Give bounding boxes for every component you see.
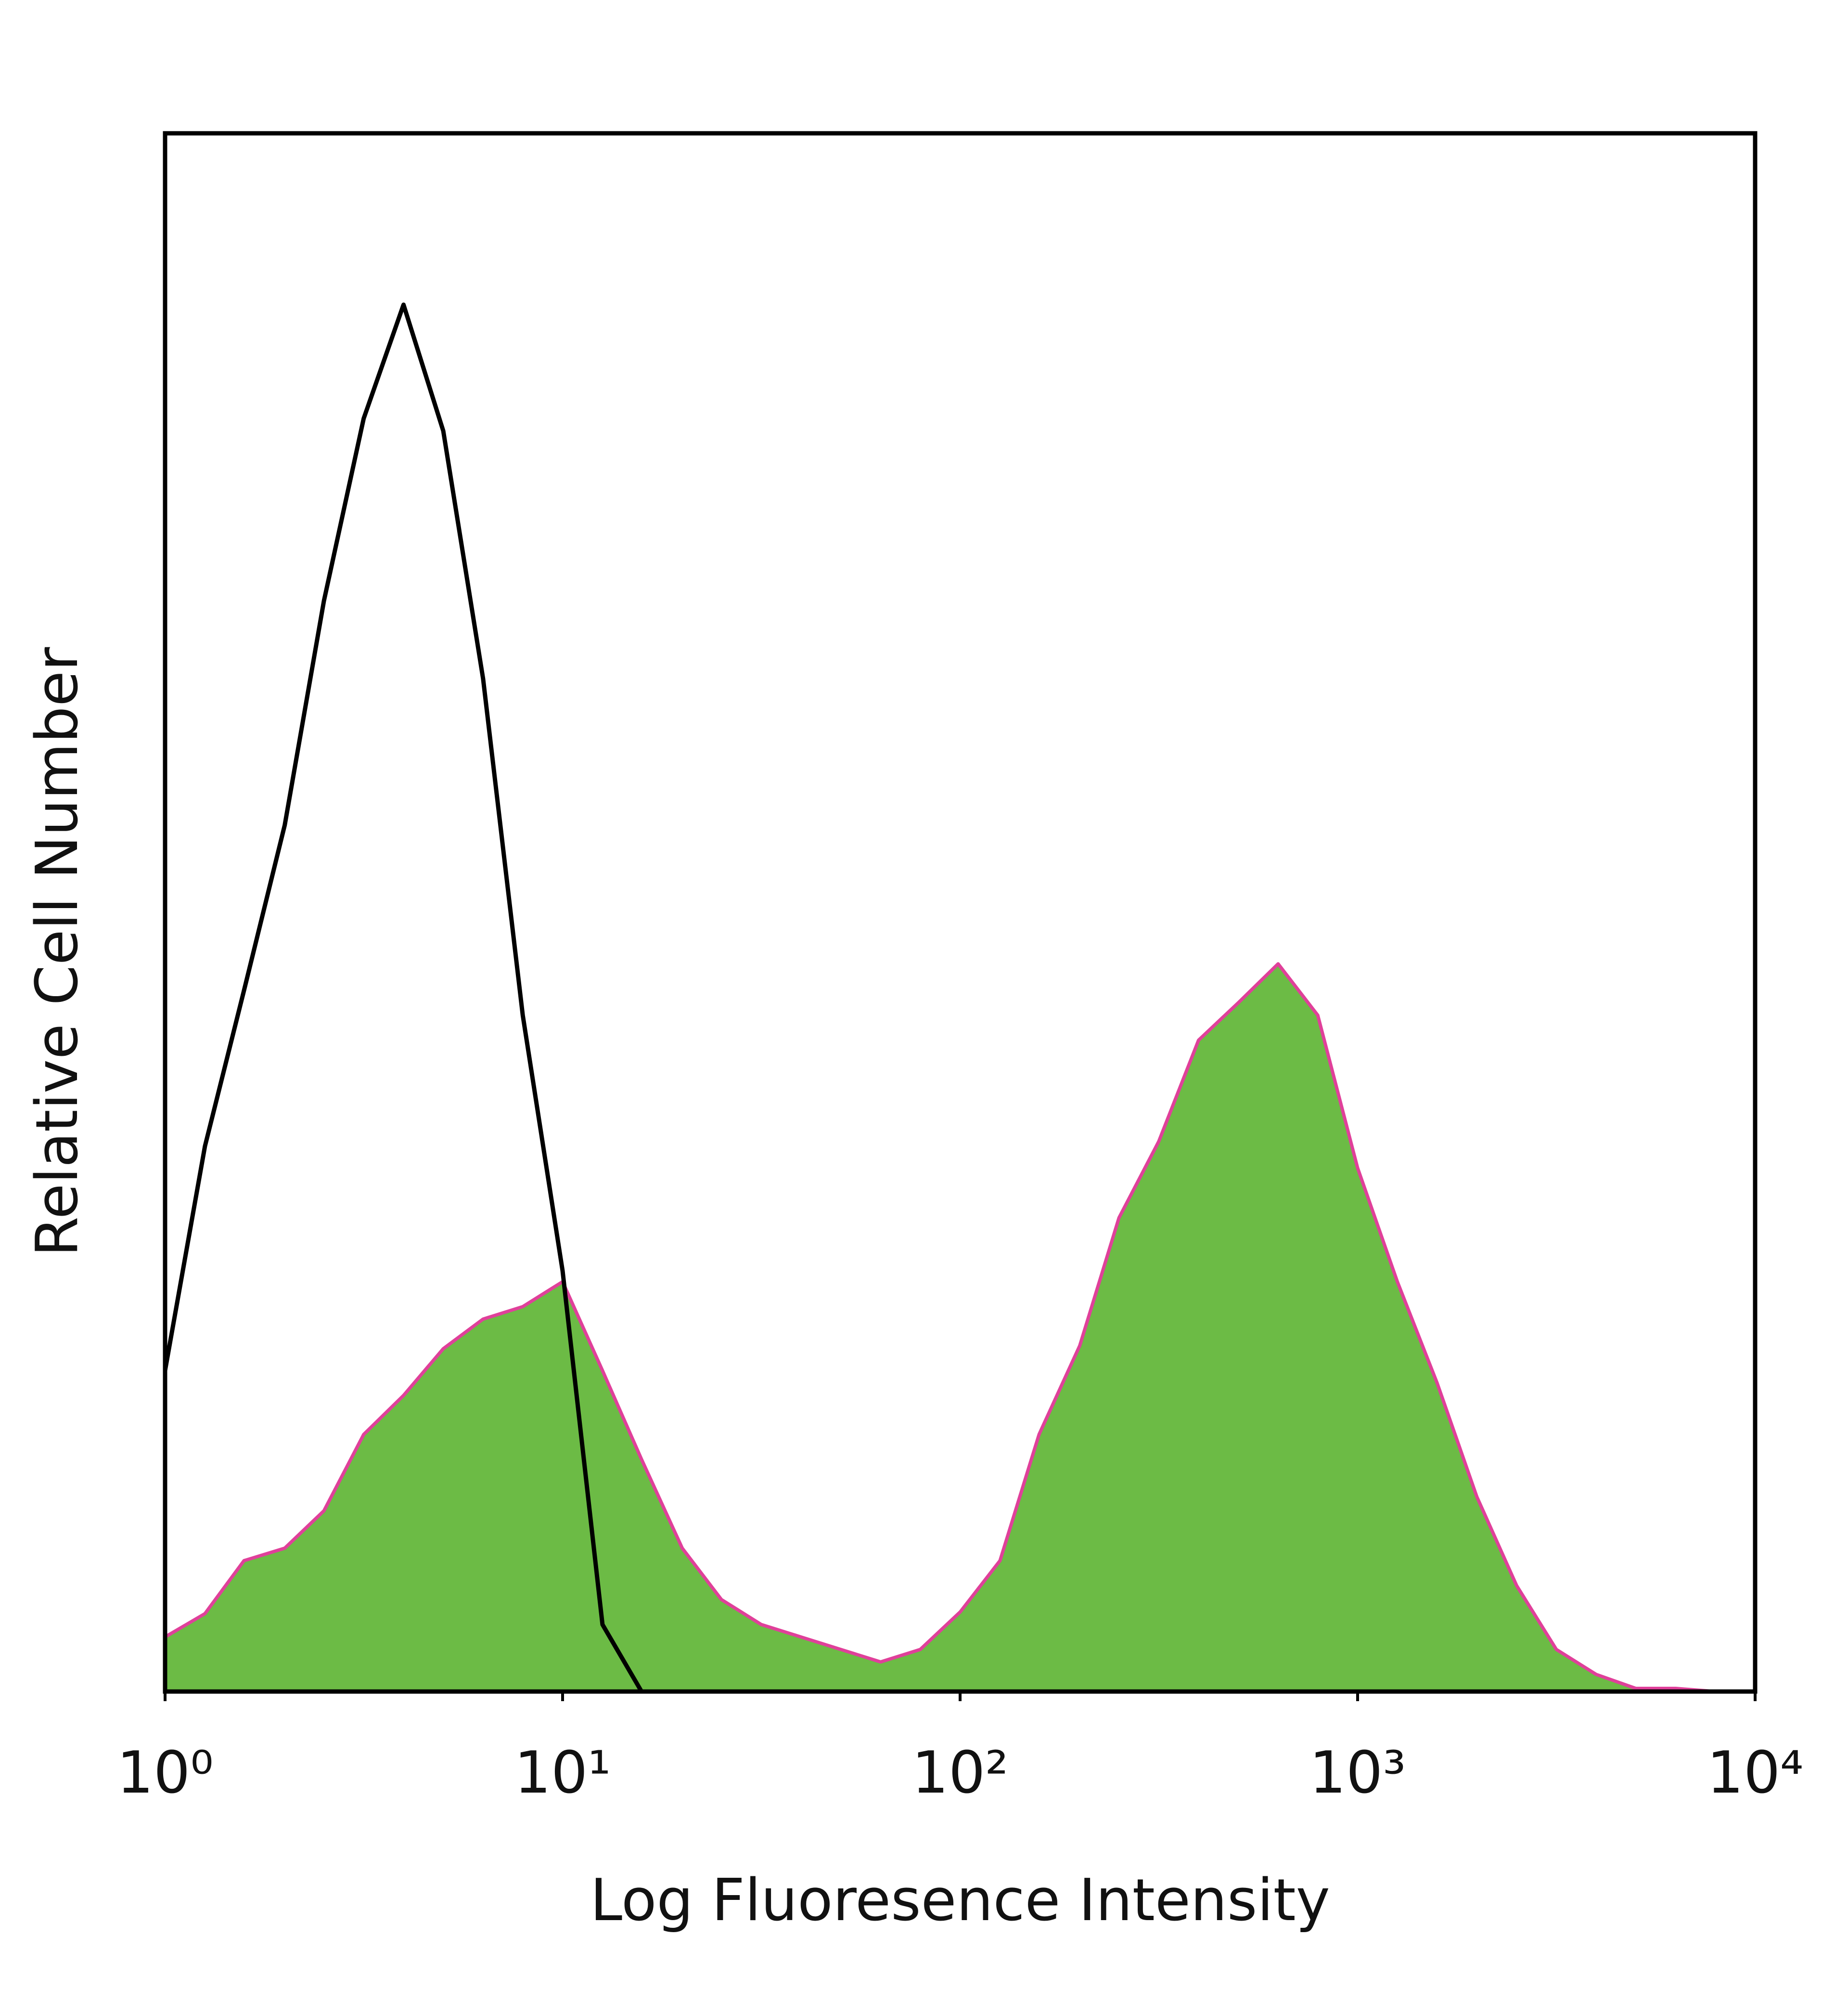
x-tick-label: 10³ [1309, 1740, 1406, 1807]
y-axis-label: Relative Cell Number [24, 647, 91, 1256]
x-tick-label: 10⁴ [1707, 1740, 1804, 1807]
series-area [163, 962, 1757, 1693]
series-line [163, 302, 643, 1693]
x-tick-label: 10¹ [514, 1740, 611, 1807]
x-axis-label: Log Fluoresence Intensity [590, 1867, 1330, 1934]
x-tick-label: 10² [912, 1740, 1009, 1807]
x-tick-label: 10⁰ [117, 1740, 214, 1807]
